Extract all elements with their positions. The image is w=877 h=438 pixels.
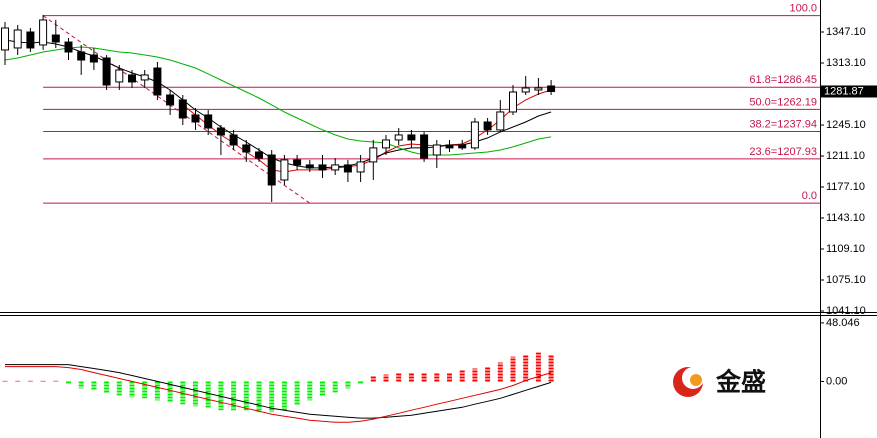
- y-tick-label: 1177.10: [826, 181, 865, 193]
- fib-label: 0.0: [802, 190, 817, 202]
- y-tick-label: 1313.10: [826, 57, 866, 69]
- current-price-box: [820, 85, 877, 98]
- candle-body: [64, 41, 73, 53]
- y-tick-label: 1109.10: [826, 243, 865, 255]
- candle-body: [432, 144, 441, 156]
- candle-body: [394, 134, 403, 141]
- candle-body: [153, 67, 162, 96]
- candle-body: [89, 54, 98, 63]
- macd-line: [5, 366, 552, 423]
- candle-body: [445, 144, 454, 149]
- candle-body: [458, 144, 467, 149]
- candle-body: [255, 151, 263, 159]
- y-tick-label: 1211.10: [826, 150, 865, 162]
- candle-body: [39, 19, 48, 46]
- y-tick-label: 1347.10: [826, 26, 866, 38]
- candle-body: [305, 164, 314, 169]
- candle-body: [420, 134, 429, 159]
- candle-body: [521, 87, 530, 93]
- candle-body: [534, 87, 543, 91]
- candle-body: [331, 164, 340, 171]
- candle-body: [191, 114, 200, 123]
- candle-body: [242, 144, 251, 153]
- candle-body: [293, 159, 302, 166]
- y-tick-label: 1041.10: [826, 305, 866, 317]
- candle-body: [128, 74, 136, 83]
- candle-body: [267, 154, 276, 186]
- candle-body: [382, 139, 390, 149]
- moving-average: [4, 46, 552, 156]
- fib-label: 50.0=1262.19: [749, 96, 817, 108]
- logo-icon: [690, 374, 702, 386]
- candle-body: [483, 121, 492, 131]
- candle-body: [407, 134, 416, 141]
- candle-body: [102, 57, 111, 86]
- candle-body: [343, 164, 352, 173]
- candle-body: [280, 159, 289, 181]
- candle-body: [51, 34, 60, 43]
- candle-body: [77, 51, 86, 61]
- fib-trendline: [42, 15, 311, 204]
- candle-body: [204, 114, 213, 129]
- candle-body: [318, 164, 327, 171]
- candle-body: [369, 147, 378, 163]
- logo-text: 金盛: [715, 368, 766, 397]
- fib-label: 38.2=1237.94: [749, 118, 817, 130]
- fib-label: 23.6=1207.93: [749, 146, 817, 158]
- candle-body: [178, 99, 187, 119]
- fib-label: 61.8=1286.45: [749, 74, 817, 86]
- candle-body: [496, 111, 505, 131]
- y-tick-label: 1245.10: [826, 119, 866, 131]
- candle-body: [1, 27, 9, 51]
- candle-body: [356, 161, 365, 173]
- current-price-label: 1281.87: [824, 85, 864, 97]
- candle-body: [509, 91, 517, 113]
- candle-body: [470, 121, 479, 149]
- candle-body: [115, 69, 124, 83]
- candle-body: [547, 85, 556, 92]
- macd-line: [5, 364, 552, 419]
- fib-label: 100.0: [789, 3, 817, 15]
- candle-body: [166, 94, 175, 106]
- logo: 金盛: [673, 367, 766, 397]
- candle-body: [26, 31, 35, 49]
- candle-body: [216, 127, 225, 136]
- y-tick-label: 0.00: [826, 375, 847, 387]
- candle-body: [13, 29, 22, 49]
- candle-body: [140, 74, 149, 81]
- y-tick-label: 1075.10: [826, 274, 866, 286]
- y-tick-label: 48.046: [826, 317, 860, 329]
- y-tick-label: 1143.10: [826, 212, 865, 224]
- candle-body: [229, 134, 238, 146]
